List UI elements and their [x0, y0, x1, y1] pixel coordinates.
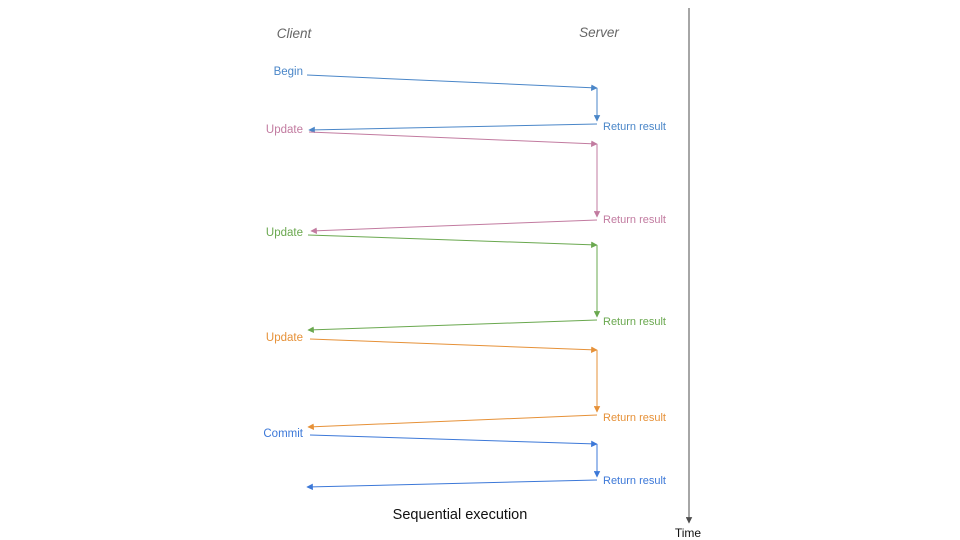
return-result-label: Return result	[603, 412, 666, 424]
return-result-label: Return result	[603, 121, 666, 133]
return-result-label: Return result	[603, 214, 666, 226]
return-result-label: Return result	[603, 316, 666, 328]
operation-update-3: Update Return result	[266, 332, 666, 431]
client-column-header: Client	[276, 26, 312, 41]
operation-label: Begin	[274, 66, 303, 78]
diagram-title: Sequential execution	[392, 507, 528, 523]
time-axis-label: Time	[674, 526, 702, 540]
operation-commit: Commit Return result	[263, 428, 666, 491]
return-arrow	[307, 414, 598, 431]
request-arrow	[309, 434, 598, 448]
return-arrow	[308, 123, 598, 134]
operation-update-1: Update Return result	[266, 124, 666, 235]
request-arrow	[309, 338, 598, 354]
server-column-header: Server	[579, 25, 619, 40]
operation-label: Commit	[263, 428, 303, 440]
operation-begin: Begin Return result	[274, 66, 666, 134]
request-arrow	[308, 131, 598, 148]
operation-update-2: Update Return result	[266, 227, 666, 334]
request-arrow	[306, 74, 598, 91]
operation-label: Update	[266, 227, 303, 239]
request-arrow	[307, 234, 598, 249]
return-result-label: Return result	[603, 475, 666, 487]
operation-label: Update	[266, 124, 303, 136]
return-arrow	[310, 219, 598, 235]
return-arrow	[306, 479, 598, 491]
operation-label: Update	[266, 332, 303, 344]
return-arrow	[307, 319, 598, 334]
